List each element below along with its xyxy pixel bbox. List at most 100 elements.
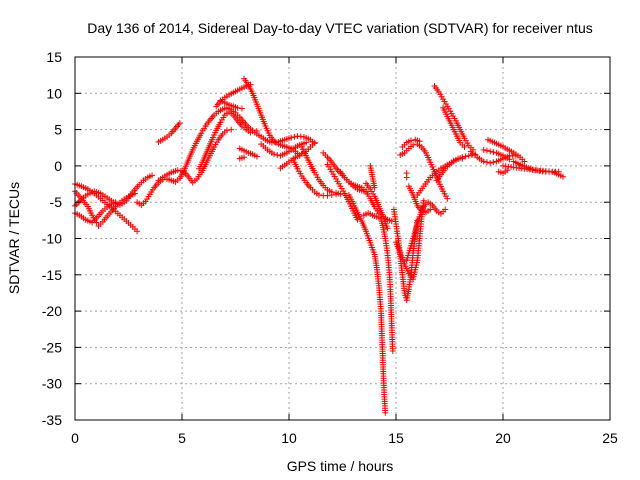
- series-track-12: [236, 145, 260, 160]
- data-point: [483, 159, 490, 166]
- series-track-05: [134, 104, 260, 209]
- series-track-17: [290, 157, 340, 199]
- series-track-18: [298, 144, 344, 198]
- series-track-10: [217, 97, 245, 112]
- y-tick-label: 0: [54, 158, 62, 174]
- data-point: [274, 152, 281, 159]
- chart-title: Day 136 of 2014, Sidereal Day-to-day VTE…: [87, 20, 593, 36]
- series-track-39: [480, 146, 513, 163]
- series-track-42: [495, 167, 511, 177]
- x-axis-label: GPS time / hours: [287, 458, 394, 474]
- data-point: [487, 148, 494, 155]
- data-point: [410, 141, 417, 148]
- data-point: [403, 174, 410, 181]
- series-track-24: [360, 210, 396, 355]
- axis-ticks: [74, 56, 611, 421]
- data-points: [72, 75, 566, 416]
- y-tick-label: -5: [50, 194, 63, 210]
- series-track-20: [324, 161, 361, 223]
- series-track-41: [510, 158, 562, 175]
- data-point: [533, 167, 540, 174]
- data-point: [506, 156, 513, 163]
- data-point: [223, 127, 230, 134]
- data-point: [382, 409, 389, 416]
- series-track-04: [72, 199, 119, 226]
- y-tick-label: 5: [54, 122, 62, 138]
- data-point: [407, 137, 414, 144]
- y-axis-label: SDTVAR / TECUs: [6, 182, 22, 294]
- data-point: [134, 228, 141, 235]
- series-track-23: [345, 191, 389, 416]
- series-track-28: [399, 136, 423, 151]
- x-axis-tick-labels: 0 5 10 15 20 25: [71, 430, 618, 446]
- series-track-32: [403, 170, 410, 181]
- data-point: [241, 154, 248, 161]
- data-point: [487, 159, 494, 166]
- y-tick-label: 10: [46, 85, 62, 101]
- series-track-30: [403, 199, 449, 264]
- data-point: [176, 120, 183, 127]
- series-track-36: [433, 155, 466, 184]
- data-point: [328, 189, 335, 196]
- data-point: [490, 149, 497, 156]
- data-point: [420, 197, 427, 204]
- data-point: [291, 133, 298, 140]
- series-track-25: [367, 162, 378, 191]
- data-point: [465, 152, 472, 159]
- data-point: [288, 134, 295, 141]
- y-tick-label: -20: [42, 303, 62, 319]
- data-point: [555, 168, 562, 175]
- data-point: [324, 192, 331, 199]
- y-tick-label: 15: [46, 49, 62, 65]
- data-point: [459, 155, 466, 162]
- data-point: [238, 105, 245, 112]
- series-track-08: [196, 109, 254, 172]
- data-point: [442, 206, 449, 213]
- data-point: [149, 172, 156, 179]
- y-tick-label: -30: [42, 376, 62, 392]
- series-track-01: [72, 181, 141, 235]
- data-point: [480, 146, 487, 153]
- series-track-13: [236, 154, 248, 162]
- series-track-26: [390, 206, 421, 304]
- data-point: [271, 151, 278, 158]
- data-point: [371, 184, 378, 191]
- y-tick-label: -25: [42, 339, 62, 355]
- data-point: [490, 159, 497, 166]
- data-point: [112, 199, 119, 206]
- data-point: [444, 195, 451, 202]
- data-point: [311, 139, 318, 146]
- data-point: [559, 173, 566, 180]
- data-point: [234, 104, 241, 111]
- data-point: [303, 139, 310, 146]
- y-tick-label: -15: [42, 267, 62, 283]
- series-track-34: [431, 83, 477, 153]
- x-tick-label: 5: [178, 430, 186, 446]
- data-point: [462, 153, 469, 160]
- x-tick-label: 20: [495, 430, 511, 446]
- data-point: [389, 348, 396, 355]
- data-point: [529, 166, 536, 173]
- data-point: [253, 153, 260, 160]
- data-point: [384, 225, 391, 232]
- series-track-33: [414, 151, 479, 198]
- y-tick-label: -10: [42, 231, 62, 247]
- x-tick-label: 15: [388, 430, 404, 446]
- data-point: [177, 167, 184, 174]
- data-point: [174, 167, 181, 174]
- data-point: [228, 126, 235, 133]
- data-point: [480, 158, 487, 165]
- series-track-38: [485, 136, 528, 165]
- series-track-31: [405, 183, 434, 216]
- series-track-14: [249, 128, 318, 147]
- x-tick-label: 10: [281, 430, 297, 446]
- data-point: [315, 191, 322, 198]
- data-point: [461, 144, 468, 151]
- series-track-06: [155, 120, 183, 145]
- grid-lines: [75, 57, 610, 420]
- data-point: [483, 147, 490, 154]
- data-point: [427, 206, 434, 213]
- x-tick-label: 0: [71, 430, 79, 446]
- y-tick-label: -35: [42, 412, 62, 428]
